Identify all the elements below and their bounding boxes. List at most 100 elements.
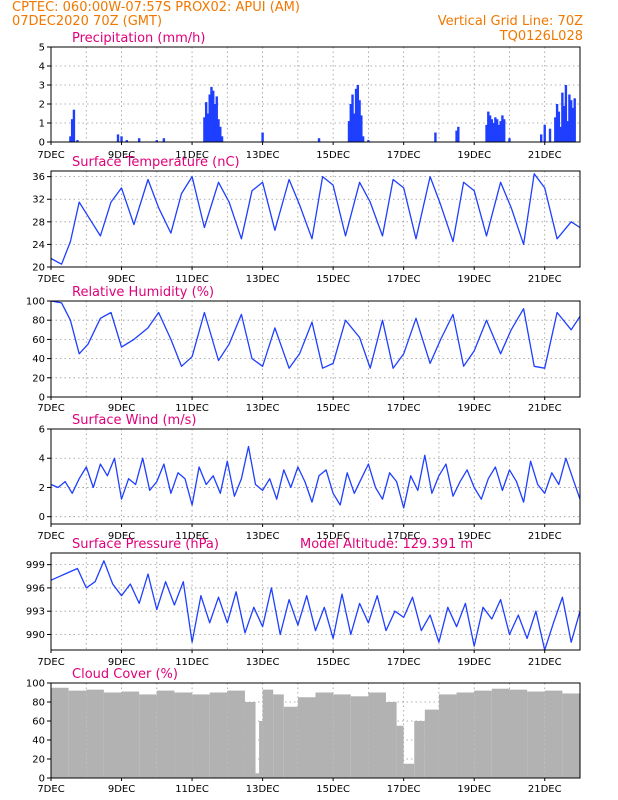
cloud-bar	[562, 693, 580, 778]
x-tick-label: 15DEC	[316, 403, 350, 414]
precip-bar	[354, 88, 358, 142]
cloud-bar	[273, 694, 284, 778]
precip-bar	[212, 90, 215, 142]
y-tick-label: 4	[39, 62, 45, 73]
precip-bar	[70, 119, 74, 142]
y-tick-label: 40	[32, 354, 45, 365]
panel-4	[47, 428, 581, 527]
precip-bar	[502, 119, 506, 142]
cloud-bar	[414, 721, 425, 778]
y-tick-label: 993	[26, 607, 45, 618]
x-tick-label: 9DEC	[108, 403, 135, 414]
x-tick-label: 7DEC	[37, 150, 64, 161]
x-tick-label: 11DEC	[175, 274, 209, 285]
cloud-bar	[368, 692, 387, 778]
cloud-bar	[527, 691, 545, 778]
precip-bar	[499, 121, 502, 142]
precip-bar	[353, 113, 356, 142]
precip-bar	[490, 119, 494, 142]
panel-1	[47, 46, 581, 145]
precip-bar	[571, 107, 575, 142]
cloud-bar	[68, 690, 87, 778]
x-tick-label: 9DEC	[108, 531, 135, 542]
cloud-bar	[86, 689, 104, 778]
cloud-bar	[333, 694, 351, 778]
precip-bar	[555, 104, 559, 142]
precip-bar	[210, 86, 213, 142]
x-tick-label: 19DEC	[457, 274, 491, 285]
precip-bar	[116, 134, 120, 142]
cloud-bar	[438, 694, 457, 778]
precip-bar	[360, 115, 363, 142]
cloud-bar	[509, 689, 528, 778]
x-tick-label: 17DEC	[387, 403, 421, 414]
y-tick-label: 0	[39, 512, 45, 523]
cloud-bar	[121, 691, 140, 778]
precip-bar	[204, 102, 208, 142]
y-tick-label: 4	[39, 454, 45, 465]
x-tick-label: 15DEC	[316, 150, 350, 161]
precip-bar	[573, 98, 576, 142]
precip-bar	[351, 94, 354, 142]
precip-bar	[494, 117, 497, 142]
cloud-bar	[192, 694, 210, 778]
y-tick-label: 2	[39, 483, 45, 494]
precip-bar	[356, 85, 360, 142]
precip-bar	[554, 117, 557, 142]
precip-bar	[495, 119, 499, 142]
precip-bar	[564, 85, 568, 142]
precip-bar	[347, 121, 351, 142]
cloud-bar	[259, 721, 263, 778]
x-tick-label: 19DEC	[457, 403, 491, 414]
cloud-bar	[544, 690, 563, 778]
x-tick-label: 13DEC	[246, 274, 280, 285]
series-line	[50, 300, 581, 369]
plot-frame	[50, 46, 581, 143]
y-tick-label: 999	[26, 560, 45, 571]
chart-title: Surface Wind (m/s)	[72, 413, 196, 428]
x-tick-label: 17DEC	[387, 531, 421, 542]
y-tick-label: 0	[39, 393, 45, 404]
x-tick-label: 15DEC	[316, 657, 350, 668]
precip-bar	[125, 140, 129, 142]
chart-title: Precipitation (mm/h)	[72, 31, 205, 46]
panel-3	[47, 300, 581, 400]
plot-frame	[50, 428, 581, 525]
precip-bar	[219, 126, 222, 142]
cloud-bar	[139, 694, 157, 778]
y-tick-label: 996	[26, 583, 45, 594]
plot-frame	[50, 170, 581, 268]
cloud-bar	[255, 773, 260, 778]
precip-bar	[568, 94, 571, 142]
plot-frame	[50, 682, 581, 779]
precip-bar	[72, 109, 76, 142]
x-tick-label: 9DEC	[108, 274, 135, 285]
x-tick-label: 19DEC	[457, 150, 491, 161]
cloud-bar	[227, 690, 245, 778]
y-tick-label: 60	[32, 335, 45, 346]
y-tick-label: 3	[39, 81, 45, 92]
cloud-bar	[244, 702, 256, 778]
y-tick-label: 28	[32, 217, 45, 228]
precip-bar	[208, 94, 211, 142]
cloud-bar	[51, 687, 69, 778]
y-tick-label: 40	[32, 736, 45, 747]
y-tick-label: 100	[26, 297, 45, 308]
precip-bar	[569, 100, 573, 142]
x-tick-label: 21DEC	[528, 150, 562, 161]
x-tick-label: 11DEC	[175, 531, 209, 542]
series-line	[50, 560, 581, 651]
x-tick-label: 7DEC	[37, 403, 64, 414]
x-tick-label: 7DEC	[37, 274, 64, 285]
precip-bar	[562, 105, 566, 142]
precip-bar	[566, 121, 569, 142]
x-tick-label: 9DEC	[108, 150, 135, 161]
y-tick-label: 0	[39, 138, 45, 149]
precip-bar	[543, 124, 546, 142]
x-tick-label: 17DEC	[387, 150, 421, 161]
x-tick-label: 11DEC	[175, 403, 209, 414]
x-tick-label: 19DEC	[457, 531, 491, 542]
y-tick-label: 60	[32, 717, 45, 728]
precip-bar	[557, 111, 561, 142]
x-tick-label: 21DEC	[528, 403, 562, 414]
